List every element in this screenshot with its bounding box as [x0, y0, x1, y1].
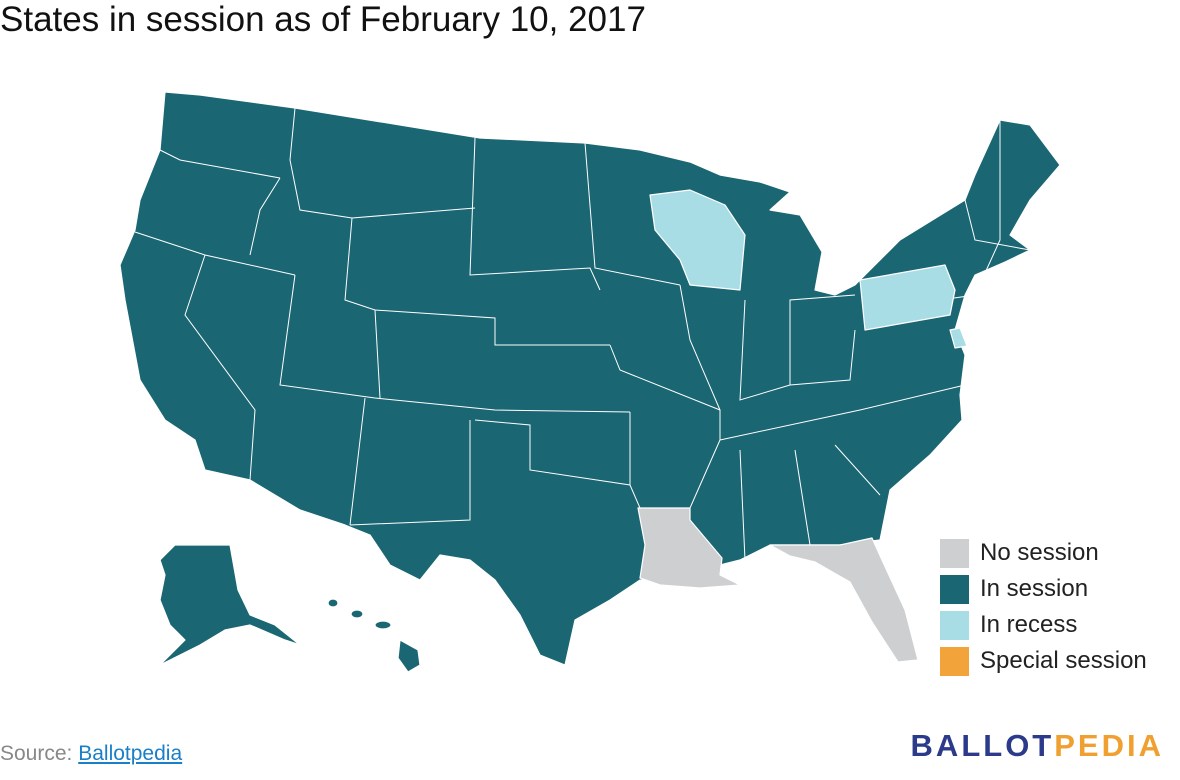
legend-label: No session [980, 539, 1099, 566]
state-region [327, 598, 339, 608]
state-region [769, 537, 919, 663]
logo-first: BALLOT [910, 728, 1055, 763]
legend-swatch [940, 610, 969, 640]
hawaii [327, 598, 421, 673]
legend-swatch [940, 646, 969, 676]
state-region [859, 264, 956, 331]
state-region [374, 620, 392, 630]
legend-label: In recess [980, 611, 1078, 638]
title: States in session as of February 10, 201… [0, 0, 646, 39]
logo-second: PEDIA [1054, 728, 1164, 763]
legend-item: In recess [940, 607, 1147, 643]
logo: BALLOTPEDIA [911, 728, 1164, 764]
state-region [637, 507, 741, 589]
state-region [649, 189, 746, 291]
legend-item: No session [940, 535, 1147, 571]
legend-swatch [940, 538, 969, 568]
legend-label: Special session [980, 647, 1147, 674]
legend-item: Special session [940, 643, 1147, 679]
source-link[interactable]: Ballotpedia [78, 742, 183, 765]
legend: No session In session In recess Special ses… [940, 535, 1147, 679]
state-region [119, 91, 1061, 666]
source-prefix: Source: [0, 742, 73, 765]
state-region [159, 544, 301, 666]
state-region [949, 327, 968, 349]
state-region [397, 639, 421, 673]
legend-item: In session [940, 571, 1147, 607]
state-region [350, 609, 364, 619]
legend-swatch [940, 574, 969, 604]
legend-label: In session [980, 575, 1089, 602]
state-borders [134, 107, 1031, 561]
source: Source: Ballotpedia [0, 742, 182, 766]
